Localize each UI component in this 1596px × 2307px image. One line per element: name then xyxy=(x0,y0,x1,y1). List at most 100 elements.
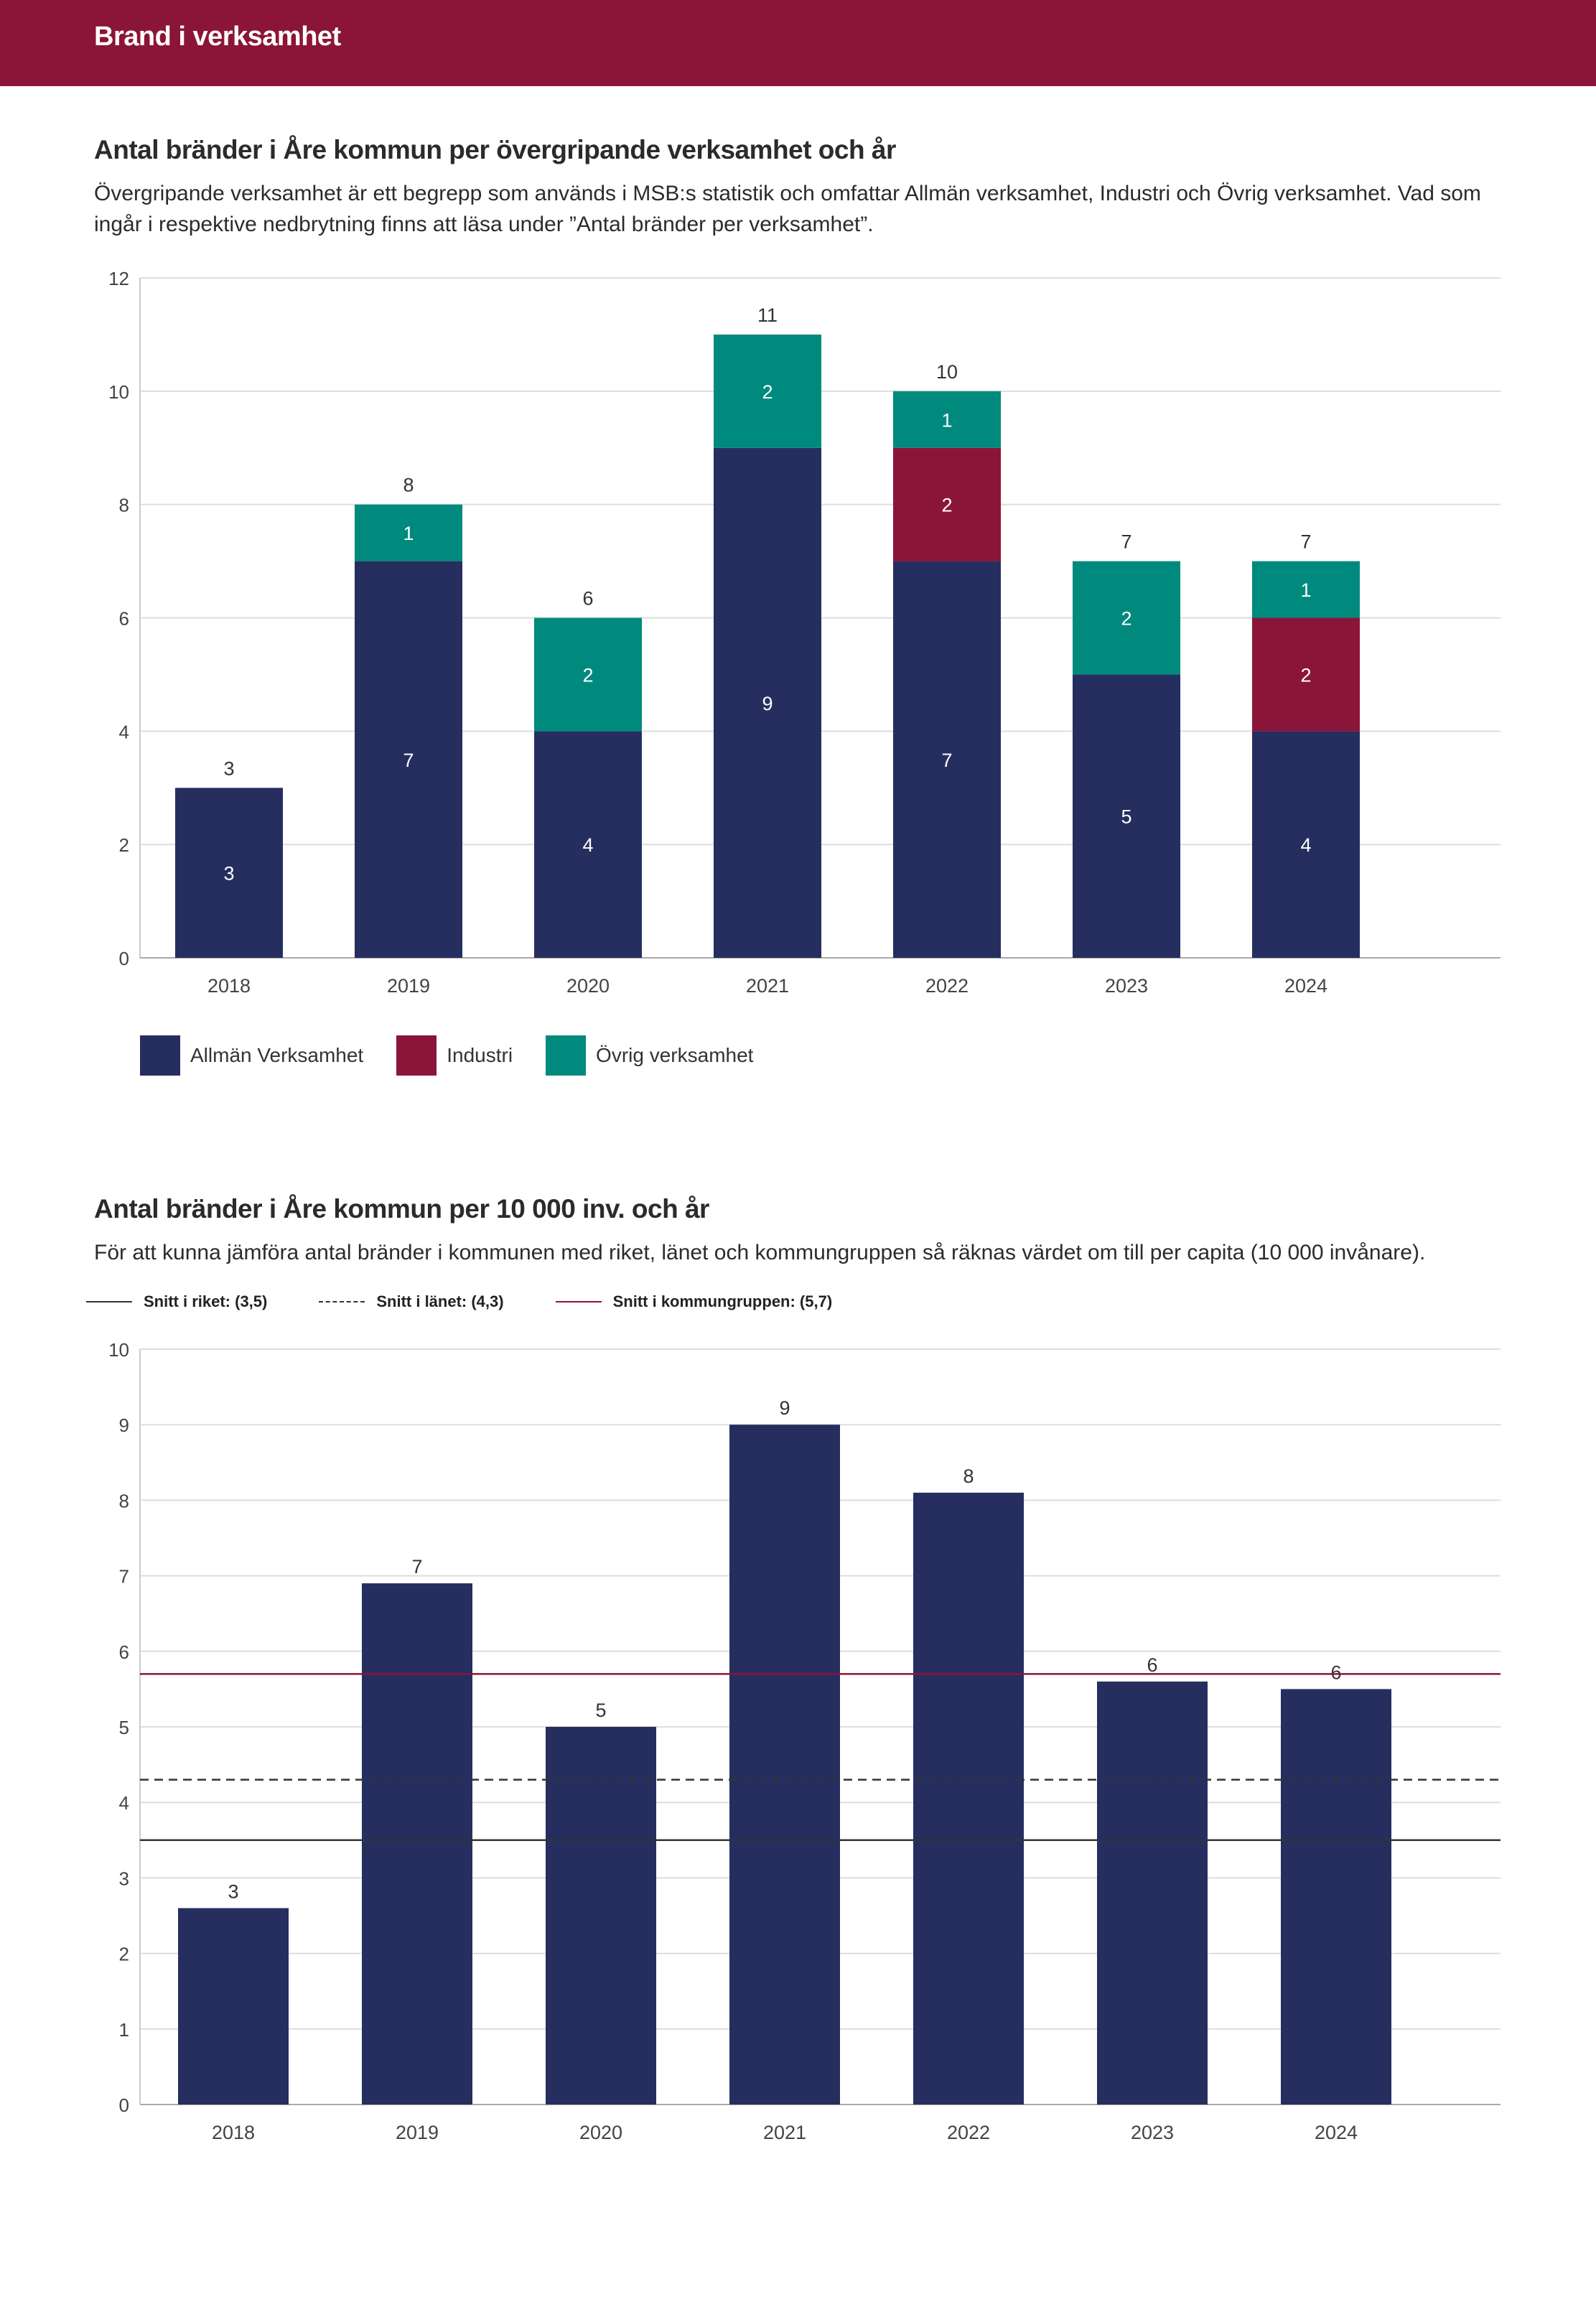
y-tick-label: 9 xyxy=(119,1415,129,1436)
bar-value-label: 9 xyxy=(779,1397,790,1419)
segment-value-label: 5 xyxy=(1121,806,1131,828)
chart1-legend: Allmän Verksamhet Industri Övrig verksam… xyxy=(140,1035,786,1076)
y-tick-label: 12 xyxy=(108,268,129,289)
bar-value-label: 8 xyxy=(963,1465,974,1487)
chart1-title: Antal bränder i Åre kommun per övergripa… xyxy=(94,135,896,164)
y-tick-label: 8 xyxy=(119,495,129,516)
x-tick-label: 2024 xyxy=(1284,975,1327,997)
bar xyxy=(546,1727,656,2105)
x-tick-label: 2020 xyxy=(566,975,610,997)
x-tick-label: 2019 xyxy=(387,975,430,997)
ref-legend-label-kommungrupp: Snitt i kommungruppen: (5,7) xyxy=(612,1292,833,1310)
bar-total-label: 6 xyxy=(582,588,593,610)
legend-swatch-ovrig xyxy=(546,1035,587,1076)
segment-value-label: 2 xyxy=(762,381,773,403)
bar xyxy=(913,1492,1024,2105)
bar-segment xyxy=(1073,561,1180,675)
x-tick-label: 2023 xyxy=(1105,975,1148,997)
segment-value-label: 2 xyxy=(941,495,952,516)
legend-item-industri: Industri xyxy=(396,1035,513,1076)
bar-segment xyxy=(355,504,462,561)
bar-segment xyxy=(355,561,462,958)
bar-segment xyxy=(534,731,642,958)
segment-value-label: 4 xyxy=(1300,834,1311,856)
bar-segment xyxy=(175,788,283,958)
bar-total-label: 10 xyxy=(936,361,958,383)
bar xyxy=(729,1425,840,2105)
bar-segment xyxy=(714,334,821,448)
ref-legend-label-riket: Snitt i riket: (3,5) xyxy=(144,1292,268,1310)
y-tick-label: 8 xyxy=(119,1490,129,1511)
ref-legend-line-riket xyxy=(86,1301,132,1302)
bar-total-label: 7 xyxy=(1121,531,1131,553)
x-tick-label: 2024 xyxy=(1315,2122,1358,2143)
x-tick-label: 2018 xyxy=(207,975,251,997)
bar xyxy=(178,1908,289,2105)
y-tick-label: 6 xyxy=(119,1641,129,1663)
segment-value-label: 7 xyxy=(403,750,414,771)
bar-total-label: 11 xyxy=(757,304,778,326)
bar-segment xyxy=(1252,561,1360,618)
y-tick-label: 5 xyxy=(119,1717,129,1738)
legend-item-ovrig: Övrig verksamhet xyxy=(546,1035,753,1076)
y-tick-label: 1 xyxy=(119,2019,129,2041)
legend-label-allman: Allmän Verksamhet xyxy=(190,1044,364,1066)
x-tick-label: 2018 xyxy=(212,2122,255,2143)
x-tick-label: 2022 xyxy=(925,975,969,997)
chart1-description: Övergripande verksamhet är ett begrepp s… xyxy=(94,182,1481,236)
bar-segment xyxy=(893,447,1001,561)
bar-total-label: 3 xyxy=(223,758,234,779)
bar-segment xyxy=(714,447,821,958)
segment-value-label: 7 xyxy=(941,750,952,771)
segment-value-label: 9 xyxy=(762,693,773,714)
segment-value-label: 1 xyxy=(1300,579,1311,601)
segment-value-label: 1 xyxy=(941,409,952,431)
legend-swatch-industri xyxy=(396,1035,437,1076)
segment-value-label: 2 xyxy=(582,664,593,686)
page-header-title: Brand i verksamhet xyxy=(94,22,341,52)
y-tick-label: 6 xyxy=(119,608,129,630)
legend-item-allman: Allmän Verksamhet xyxy=(140,1035,363,1076)
ref-legend-kommungrupp: Snitt i kommungruppen: (5,7) xyxy=(555,1292,833,1311)
bar-segment xyxy=(893,391,1001,448)
y-tick-label: 7 xyxy=(119,1566,129,1588)
segment-value-label: 2 xyxy=(1300,664,1311,686)
bar-total-label: 8 xyxy=(403,475,414,496)
x-tick-label: 2021 xyxy=(763,2122,806,2143)
x-tick-label: 2020 xyxy=(579,2122,622,2143)
bar xyxy=(1097,1681,1208,2105)
bar-value-label: 6 xyxy=(1330,1661,1341,1683)
y-tick-label: 10 xyxy=(108,1339,129,1361)
y-tick-label: 2 xyxy=(119,834,129,856)
ref-legend-line-lanet xyxy=(319,1301,365,1302)
ref-legend-riket: Snitt i riket: (3,5) xyxy=(86,1292,267,1311)
x-tick-label: 2021 xyxy=(746,975,789,997)
y-tick-label: 2 xyxy=(119,1944,129,1965)
bar-segment xyxy=(1073,674,1180,958)
legend-label-industri: Industri xyxy=(447,1044,513,1066)
bar-segment xyxy=(1252,731,1360,958)
bar-segment xyxy=(1252,617,1360,732)
y-tick-label: 3 xyxy=(119,1868,129,1889)
y-tick-label: 4 xyxy=(119,721,129,742)
legend-swatch-allman xyxy=(140,1035,180,1076)
bar-total-label: 7 xyxy=(1300,531,1311,553)
x-tick-label: 2023 xyxy=(1131,2122,1174,2143)
header-bar: Brand i verksamhet xyxy=(0,0,1596,86)
segment-value-label: 2 xyxy=(1121,608,1131,630)
bar xyxy=(1281,1689,1391,2105)
segment-value-label: 4 xyxy=(582,834,593,856)
bar xyxy=(362,1583,472,2105)
stacked-bar-chart: 0246810123320187182019426202092112021721… xyxy=(108,268,1501,997)
bar-value-label: 5 xyxy=(595,1700,606,1721)
segment-value-label: 3 xyxy=(223,863,234,885)
ref-legend-lanet: Snitt i länet: (4,3) xyxy=(319,1292,504,1311)
bar-value-label: 7 xyxy=(411,1556,422,1577)
chart2-title: Antal bränder i Åre kommun per 10 000 in… xyxy=(94,1194,709,1224)
chart2-description: För att kunna jämföra antal bränder i ko… xyxy=(94,1241,1426,1264)
bar-segment xyxy=(893,561,1001,958)
legend-label-ovrig: Övrig verksamhet xyxy=(596,1044,754,1066)
bar-value-label: 3 xyxy=(228,1880,238,1902)
ref-legend-label-lanet: Snitt i länet: (4,3) xyxy=(376,1292,504,1310)
